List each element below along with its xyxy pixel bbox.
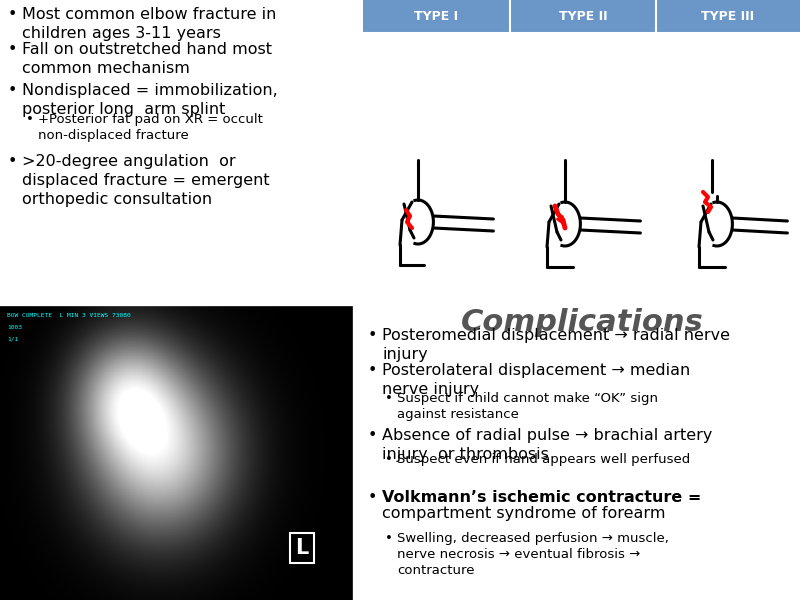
- Text: >20-degree angulation  or
displaced fracture = emergent
orthopedic consultation: >20-degree angulation or displaced fract…: [22, 154, 270, 208]
- Text: TYPE II: TYPE II: [558, 10, 607, 23]
- Text: Swelling, decreased perfusion → muscle,
nerve necrosis → eventual fibrosis →
con: Swelling, decreased perfusion → muscle, …: [397, 532, 669, 577]
- Text: TYPE III: TYPE III: [702, 10, 754, 23]
- Text: Fall on outstretched hand most
common mechanism: Fall on outstretched hand most common me…: [22, 42, 272, 76]
- Text: 1/1: 1/1: [7, 337, 18, 342]
- Text: •: •: [368, 428, 378, 443]
- Text: Most common elbow fracture in
children ages 3-11 years: Most common elbow fracture in children a…: [22, 7, 276, 41]
- Text: •: •: [385, 392, 393, 405]
- Text: TYPE I: TYPE I: [414, 10, 458, 23]
- Text: 1003: 1003: [7, 325, 22, 330]
- Text: •: •: [8, 154, 18, 169]
- Text: •: •: [368, 363, 378, 378]
- Text: Suspect even if hand appears well perfused: Suspect even if hand appears well perfus…: [397, 453, 690, 466]
- Text: compartment syndrome of forearm: compartment syndrome of forearm: [382, 506, 666, 521]
- Text: Suspect if child cannot make “OK” sign
against resistance: Suspect if child cannot make “OK” sign a…: [397, 392, 658, 421]
- Text: •: •: [368, 490, 378, 505]
- Text: +Posterior fat pad on XR = occult
non-displaced fracture: +Posterior fat pad on XR = occult non-di…: [38, 113, 263, 142]
- Text: BOW COMPLETE  L MIN 3 VIEWS 73080: BOW COMPLETE L MIN 3 VIEWS 73080: [7, 313, 131, 318]
- Text: Posteromedial displacement → radial nerve
injury: Posteromedial displacement → radial nerv…: [382, 328, 730, 362]
- FancyBboxPatch shape: [363, 0, 800, 33]
- Text: Complications: Complications: [461, 308, 703, 337]
- Text: Posterolateral displacement → median
nerve injury: Posterolateral displacement → median ner…: [382, 363, 690, 397]
- Text: Absence of radial pulse → brachial artery
injury  or thrombosis: Absence of radial pulse → brachial arter…: [382, 428, 712, 461]
- Text: •: •: [8, 7, 18, 22]
- Text: L: L: [295, 538, 309, 558]
- Text: Nondisplaced = immobilization,
posterior long  arm splint: Nondisplaced = immobilization, posterior…: [22, 83, 278, 117]
- Text: •: •: [368, 328, 378, 343]
- Text: •: •: [8, 42, 18, 57]
- Text: •: •: [385, 532, 393, 545]
- Text: •: •: [26, 113, 34, 126]
- Text: Volkmann’s ischemic contracture =: Volkmann’s ischemic contracture =: [382, 490, 702, 505]
- Text: •: •: [385, 453, 393, 466]
- Text: •: •: [8, 83, 18, 98]
